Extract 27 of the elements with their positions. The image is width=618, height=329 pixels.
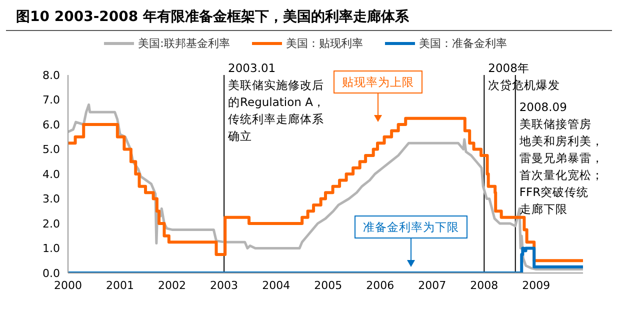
y-tick-label: 6.0 (42, 118, 60, 132)
y-tick-label: 7.0 (42, 94, 60, 107)
y-tick-label: 2.0 (42, 217, 60, 230)
x-tick-label: 2004 (262, 278, 290, 292)
legend-label: 美国：贴现利率 (284, 36, 363, 51)
x-tick-label: 2002 (158, 278, 186, 292)
annotation: 准备金利率为下限 (363, 220, 459, 234)
y-tick-label: 1.0 (42, 242, 60, 256)
x-tick-label: 2008 (470, 278, 498, 292)
legend-label: 美国：准备金利率 (418, 36, 507, 51)
x-tick-label: 2000 (54, 278, 82, 292)
legend-label: 美国:联邦基金利率 (137, 36, 230, 51)
x-tick-label: 2005 (314, 278, 342, 292)
ref-line-label: 2003.01美联储实施修改后的Regulation A，传统利率走廊体系确立 (227, 61, 325, 143)
y-tick-label: 5.0 (42, 143, 60, 156)
chart-title: 图10 2003-2008 年有限准备金框架下，美国的利率走廊体系 (16, 8, 409, 26)
y-tick-label: 4.0 (42, 168, 60, 181)
y-tick-label: 3.0 (42, 192, 60, 206)
x-tick-label: 2001 (106, 278, 134, 292)
x-tick-label: 2006 (366, 278, 394, 292)
x-tick-label: 2009 (522, 278, 550, 292)
ref-line-label: 2008.09美联储接管房地美和房利美，雷曼兄弟暴雷，首次量化宽松；FFR突破传统走廊下限 (518, 100, 604, 216)
annotation: 贴现率为上限 (342, 75, 414, 89)
x-tick-label: 2007 (418, 278, 446, 292)
y-tick-label: 8.0 (42, 68, 60, 82)
y-tick-label: 0.0 (42, 266, 60, 280)
x-tick-label: 2003 (210, 278, 238, 292)
